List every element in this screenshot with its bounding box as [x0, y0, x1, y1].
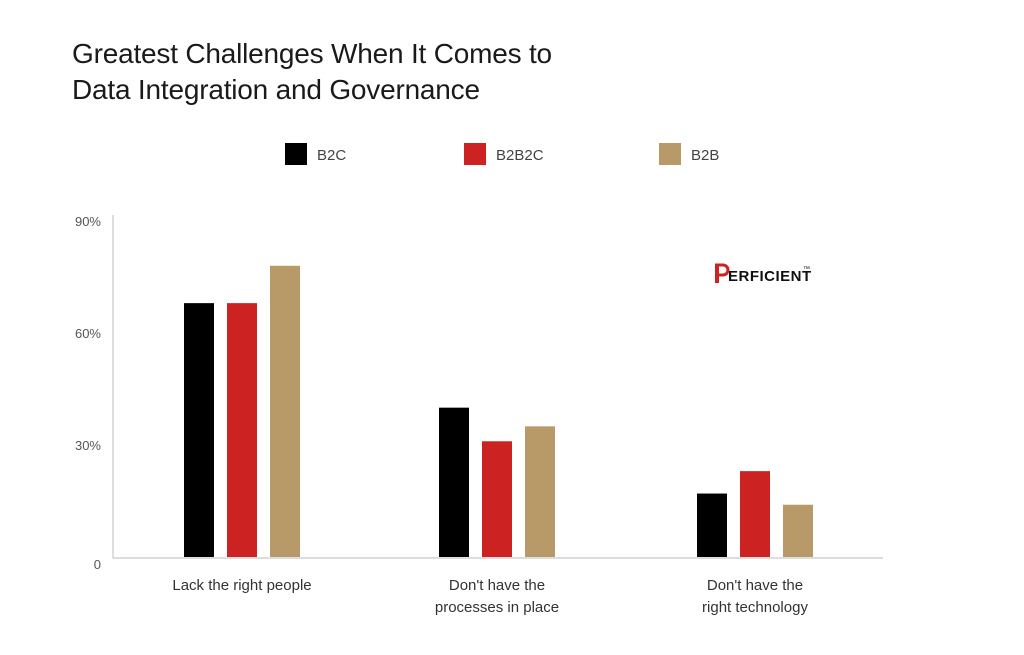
legend-label: B2B2C: [496, 147, 544, 164]
bar-b2c-0: [184, 303, 214, 557]
legend-item-b2b: B2B: [659, 143, 719, 165]
y-tick-label: 0: [94, 557, 101, 572]
legend-label: B2C: [317, 147, 346, 164]
chart-title: Greatest Challenges When It Comes to Dat…: [72, 36, 552, 108]
logo-trademark: ™: [803, 266, 810, 273]
legend-label: B2B: [691, 147, 719, 164]
y-tick-label: 60%: [75, 326, 101, 341]
y-tick-label: 30%: [75, 438, 101, 453]
chart-bars: [184, 265, 813, 557]
bar-b2b2c-0: [227, 303, 257, 557]
chart-axes: 0 30% 60% 90%: [75, 214, 883, 572]
bar-b2b-2: [783, 504, 813, 557]
logo-text: ERFICIENT: [728, 268, 812, 285]
legend-swatch: [464, 143, 486, 165]
bar-b2b-1: [525, 426, 555, 557]
legend-swatch: [659, 143, 681, 165]
bar-b2b2c-1: [482, 441, 512, 557]
chart-title-line-1: Greatest Challenges When It Comes to: [72, 38, 552, 69]
x-category-label: Don't have the: [707, 577, 803, 594]
bar-b2b-0: [270, 265, 300, 557]
x-category-label: Lack the right people: [172, 577, 311, 594]
bar-b2c-1: [439, 407, 469, 557]
logo-mark-bowl: [715, 263, 730, 277]
legend-item-b2c: B2C: [285, 143, 346, 165]
chart-title-line-2: Data Integration and Governance: [72, 74, 480, 105]
legend-swatch: [285, 143, 307, 165]
x-category-label: right technology: [702, 599, 808, 616]
legend-item-b2b2c: B2B2C: [464, 143, 544, 165]
x-category-label: Don't have the: [449, 577, 545, 594]
y-tick-label: 90%: [75, 214, 101, 229]
x-category-label: processes in place: [435, 599, 559, 616]
legend: B2C B2B2C B2B: [285, 143, 719, 165]
category-labels: Lack the right people Don't have the proce…: [172, 577, 808, 616]
bar-b2c-2: [697, 493, 727, 557]
bar-b2b2c-2: [740, 471, 770, 557]
